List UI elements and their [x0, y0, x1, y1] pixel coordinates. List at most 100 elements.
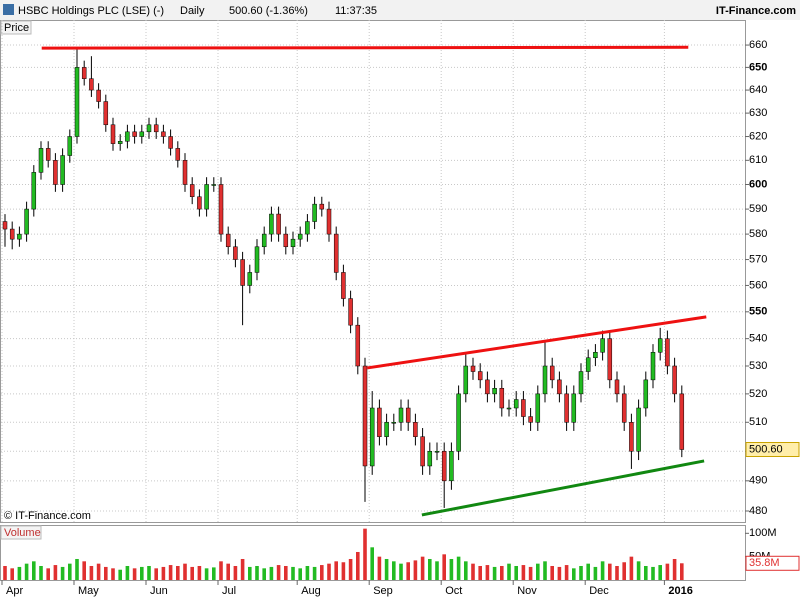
- candle-body: [434, 451, 440, 453]
- volume-bar: [629, 556, 634, 580]
- candle-body: [9, 228, 15, 240]
- candle-body: [67, 136, 73, 156]
- volume-bar: [478, 565, 482, 580]
- x-tick-label: Nov: [517, 585, 537, 597]
- candle-body: [225, 233, 231, 248]
- candle-body: [182, 160, 188, 185]
- volume-bar: [644, 565, 648, 580]
- volume-bar: [24, 563, 29, 580]
- volume-bar: [435, 561, 439, 580]
- volume-bar: [161, 566, 166, 580]
- volume-bar: [154, 568, 158, 580]
- volume-bar: [82, 561, 86, 580]
- candle-body: [506, 407, 512, 410]
- header-icon: [3, 4, 14, 15]
- volume-bar: [557, 566, 562, 580]
- candle-body: [621, 393, 627, 423]
- volume-bar: [305, 565, 310, 580]
- time: 11:37:35: [335, 5, 377, 17]
- volume-bar: [327, 563, 331, 580]
- candle-body: [125, 131, 130, 142]
- volume-bar: [564, 565, 569, 580]
- candle-body: [2, 221, 8, 230]
- candle-body: [17, 233, 22, 240]
- y-tick-label: 530: [749, 360, 767, 372]
- volume-bar: [428, 558, 432, 580]
- volume-bar: [125, 565, 130, 580]
- volume-bar: [262, 568, 266, 580]
- candle-body: [441, 451, 447, 482]
- candle-body: [153, 124, 159, 133]
- volume-bar: [276, 565, 281, 580]
- volume-bar: [636, 561, 641, 580]
- candle-body: [161, 131, 166, 137]
- candle-body: [513, 399, 519, 409]
- volume-bar: [665, 563, 670, 580]
- candle-body: [132, 131, 137, 137]
- volume-bar: [132, 568, 137, 580]
- volume-label: Volume: [4, 527, 41, 539]
- x-tick-label: Sep: [373, 585, 393, 597]
- candle-body: [355, 324, 361, 367]
- x-tick-label: May: [78, 585, 99, 597]
- candle-body: [420, 436, 425, 467]
- volume-bar: [341, 562, 346, 580]
- x-tick-label: Aug: [301, 585, 321, 597]
- candle-body: [499, 388, 505, 409]
- candle-body: [564, 393, 569, 423]
- candle-body: [103, 101, 109, 126]
- volume-bar: [176, 565, 180, 580]
- candle-body: [585, 357, 591, 372]
- volume-bar: [672, 558, 677, 580]
- y-tick-label: 550: [749, 306, 767, 318]
- volume-bar: [528, 566, 533, 580]
- candle-body: [96, 89, 101, 102]
- candle-body: [341, 272, 346, 299]
- volume-bar: [39, 565, 43, 580]
- volume-bar: [521, 565, 526, 580]
- last-volume-tag: [745, 555, 800, 571]
- volume-bar: [579, 565, 583, 580]
- candle-body: [53, 160, 58, 185]
- volume-bar: [32, 561, 36, 580]
- candle-body: [542, 365, 548, 395]
- volume-bar: [75, 558, 79, 580]
- candle-body: [139, 131, 145, 137]
- volume-bar: [248, 566, 252, 580]
- volume-bar: [622, 562, 626, 580]
- candle-body: [38, 148, 44, 173]
- volume-bar: [658, 565, 662, 580]
- candle-body: [657, 338, 663, 353]
- y-tick-label: 660: [749, 39, 767, 51]
- interval: Daily: [180, 5, 205, 17]
- volume-label-box: [0, 525, 42, 540]
- volume-bar: [190, 566, 194, 580]
- volume-bar: [96, 563, 101, 580]
- last-volume-label: 35.8M: [749, 557, 780, 569]
- volume-bar: [240, 558, 245, 580]
- change: 500.60 (-1.36%): [229, 5, 308, 17]
- volume-tick-label: 100M: [749, 527, 777, 539]
- y-tick-label: 480: [749, 505, 767, 517]
- candle-body: [333, 233, 339, 273]
- candle-body: [269, 213, 274, 235]
- x-tick-label: 2016: [668, 585, 692, 597]
- y-tick-label: 640: [749, 84, 767, 96]
- volume-bar: [392, 561, 396, 580]
- y-tick-label: 490: [749, 475, 767, 487]
- volume-bar: [651, 566, 655, 580]
- volume-bar: [255, 565, 259, 580]
- volume-bar: [600, 561, 605, 580]
- y-tick-label: 620: [749, 130, 767, 142]
- volume-bar: [356, 551, 360, 580]
- candle-body: [290, 238, 296, 248]
- candle-body: [629, 422, 634, 452]
- candle-body: [168, 136, 173, 149]
- candle-body: [535, 393, 541, 423]
- volume-bar: [514, 565, 518, 580]
- volume-bar: [471, 563, 475, 580]
- price-label-box: [0, 20, 32, 35]
- grid-layer: [1, 20, 745, 522]
